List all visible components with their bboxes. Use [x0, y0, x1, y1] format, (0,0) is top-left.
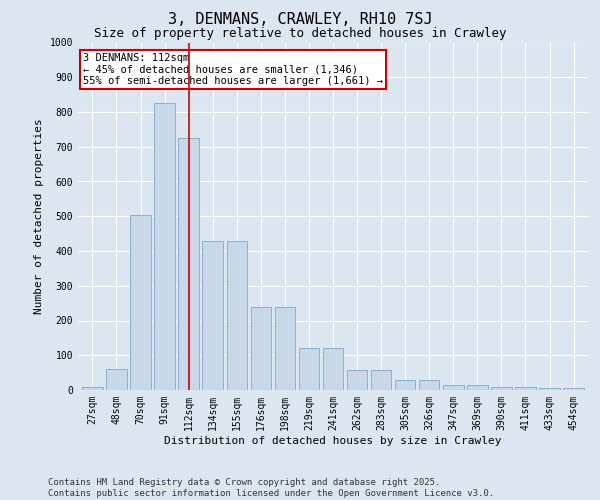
Bar — [467, 385, 488, 390]
Bar — [82, 386, 103, 390]
Text: 3, DENMANS, CRAWLEY, RH10 7SJ: 3, DENMANS, CRAWLEY, RH10 7SJ — [167, 12, 433, 28]
Bar — [491, 386, 512, 390]
Bar — [347, 370, 367, 390]
Bar — [419, 380, 439, 390]
Bar — [515, 386, 536, 390]
Bar — [275, 306, 295, 390]
Bar — [299, 348, 319, 390]
Bar — [371, 370, 391, 390]
Bar — [130, 214, 151, 390]
Bar — [443, 385, 464, 390]
X-axis label: Distribution of detached houses by size in Crawley: Distribution of detached houses by size … — [164, 436, 502, 446]
Bar — [202, 240, 223, 390]
Y-axis label: Number of detached properties: Number of detached properties — [34, 118, 44, 314]
Bar — [251, 306, 271, 390]
Bar — [154, 104, 175, 390]
Bar — [227, 240, 247, 390]
Text: Contains HM Land Registry data © Crown copyright and database right 2025.
Contai: Contains HM Land Registry data © Crown c… — [48, 478, 494, 498]
Text: 3 DENMANS: 112sqm
← 45% of detached houses are smaller (1,346)
55% of semi-detac: 3 DENMANS: 112sqm ← 45% of detached hous… — [83, 53, 383, 86]
Text: Size of property relative to detached houses in Crawley: Size of property relative to detached ho… — [94, 28, 506, 40]
Bar — [563, 388, 584, 390]
Bar — [395, 380, 415, 390]
Bar — [178, 138, 199, 390]
Bar — [539, 388, 560, 390]
Bar — [323, 348, 343, 390]
Bar — [106, 369, 127, 390]
